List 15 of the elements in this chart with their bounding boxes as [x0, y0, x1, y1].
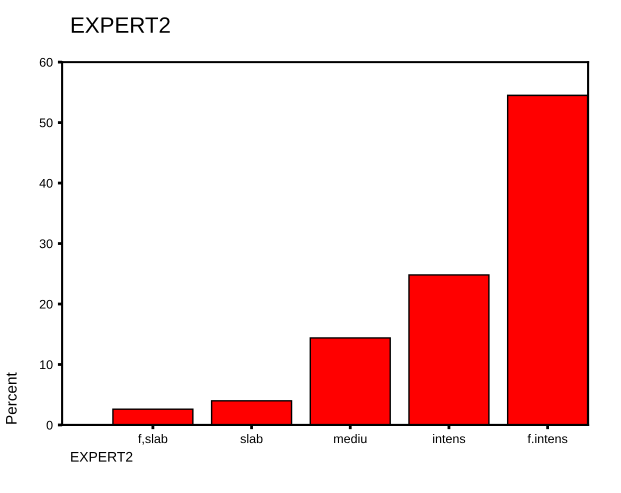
x-tick-label: f,slab: [138, 434, 168, 445]
y-tick-label: 10: [40, 360, 53, 370]
y-tick-label: 50: [40, 118, 53, 128]
x-tick-label: intens: [433, 434, 466, 444]
chart-title: EXPERT2: [72, 17, 170, 33]
text: EXPERT2: [71, 452, 132, 462]
y-tick-label: 20: [40, 300, 53, 309]
y-tick-label: 40: [39, 178, 53, 188]
x-tick-label: mediu: [334, 434, 366, 444]
x-tick-label: slab: [240, 434, 263, 444]
y-axis-title: Percent: [6, 372, 17, 424]
y-tick-label: 30: [40, 239, 53, 248]
y-tick-label: 60: [40, 58, 53, 67]
x-tick-label: f.intens: [528, 434, 568, 444]
y-tick-label: 0: [46, 420, 53, 430]
